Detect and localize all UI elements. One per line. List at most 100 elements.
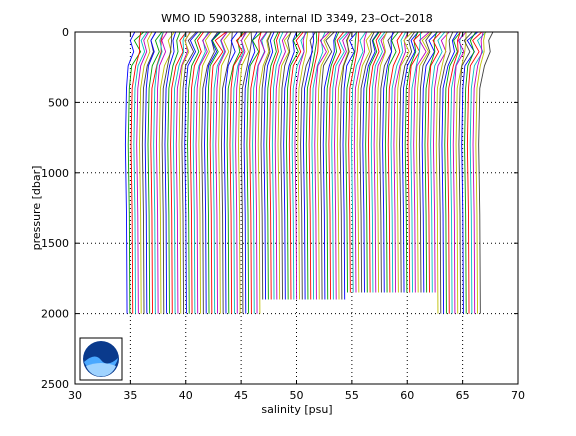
salinity-profile-line — [124, 31, 136, 314]
salinity-profile-line — [263, 31, 275, 300]
salinity-profile-line — [198, 31, 213, 314]
x-tick-label: 30 — [68, 389, 82, 402]
x-tick-label: 60 — [400, 389, 414, 402]
salinity-profile-line — [348, 31, 359, 293]
salinity-profile-line — [322, 31, 338, 300]
y-tick-label: 500 — [48, 96, 69, 109]
salinity-profile-line — [189, 31, 205, 314]
salinity-profile-line — [181, 31, 197, 314]
salinity-profile-line — [218, 31, 232, 314]
salinity-profile-line — [421, 31, 438, 293]
salinity-profile-line — [351, 31, 367, 293]
salinity-profile-line — [195, 31, 211, 314]
salinity-profile-line — [136, 31, 149, 314]
x-tick-label: 50 — [290, 389, 304, 402]
y-tick-label: 0 — [62, 26, 69, 39]
salinity-profile-line — [396, 31, 413, 293]
salinity-profile-line — [127, 31, 145, 314]
salinity-profile-line — [469, 31, 487, 314]
salinity-profile-line — [373, 31, 388, 293]
salinity-profile-line — [427, 31, 442, 293]
salinity-profile-line — [336, 31, 352, 300]
salinity-profile-line — [139, 31, 153, 314]
salinity-profile-line — [314, 31, 330, 300]
salinity-profile-line — [156, 31, 168, 314]
salinity-profile-line — [353, 31, 368, 293]
salinity-profile-line — [362, 31, 379, 293]
salinity-profile-line — [441, 31, 459, 314]
salinity-profile-line — [438, 31, 454, 314]
salinity-profile-line — [274, 31, 288, 300]
salinity-profile-line — [209, 31, 227, 314]
x-tick-label: 65 — [456, 389, 470, 402]
salinity-profile-line — [464, 31, 477, 314]
salinity-profile-line — [302, 31, 315, 300]
salinity-profile-line — [328, 31, 345, 300]
salinity-profile-line — [461, 31, 479, 314]
salinity-profile-line — [359, 31, 375, 293]
salinity-profile-line — [435, 31, 448, 314]
y-tick-label: 1500 — [41, 237, 69, 250]
salinity-profile-line — [387, 31, 403, 293]
salinity-profile-line — [430, 31, 446, 293]
salinity-profile-line — [153, 31, 164, 314]
salinity-profile-line — [204, 31, 220, 314]
salinity-profile-line — [161, 31, 173, 314]
salinity-profile-line — [444, 31, 461, 314]
salinity-profile-line — [475, 31, 486, 314]
salinity-profile-line — [294, 31, 306, 300]
salinity-profile-line — [170, 31, 187, 314]
salinity-profile-line — [447, 31, 461, 314]
salinity-profile-line — [249, 31, 262, 314]
x-tick-label: 70 — [511, 389, 525, 402]
salinity-profile-line — [266, 31, 279, 300]
salinity-profile-line — [229, 31, 246, 314]
salinity-profile-line — [235, 31, 247, 314]
salinity-profile-line — [257, 31, 272, 314]
salinity-profile-line — [130, 31, 142, 314]
salinity-profile-line — [418, 31, 433, 293]
salinity-profile-line — [291, 31, 308, 300]
salinity-profile-line — [413, 31, 430, 293]
noaa-logo — [79, 337, 123, 381]
salinity-profile-line — [345, 31, 357, 293]
salinity-profile-line — [252, 31, 268, 314]
salinity-profile-line — [158, 31, 175, 314]
salinity-profile-line — [399, 31, 415, 293]
x-tick-label: 40 — [179, 389, 193, 402]
salinity-profile-line — [277, 31, 292, 300]
salinity-profile-line — [206, 31, 221, 314]
salinity-profile-line — [342, 31, 358, 300]
salinity-profile-line — [376, 31, 388, 293]
salinity-profiles — [124, 31, 494, 314]
salinity-profile-line — [466, 31, 483, 314]
salinity-profile-line — [317, 31, 332, 300]
salinity-profile-line — [297, 31, 309, 300]
salinity-profile-line — [334, 31, 350, 300]
salinity-profile-line — [449, 31, 464, 314]
y-axis: 0 500 1000 1500 2000 2500 — [41, 26, 518, 391]
salinity-profile-line — [416, 31, 432, 293]
y-tick-label: 2000 — [41, 308, 69, 321]
salinity-profile-line — [167, 31, 181, 314]
salinity-profile-line — [401, 31, 419, 293]
salinity-profile-line — [370, 31, 386, 293]
salinity-profile-line — [212, 31, 228, 314]
chart-title: WMO ID 5903288, internal ID 3349, 23–Oct… — [161, 12, 433, 25]
salinity-profile-line — [331, 31, 348, 300]
x-axis: 30 35 40 45 50 55 60 65 70 — [68, 32, 525, 402]
salinity-profile-line — [433, 31, 450, 293]
salinity-profile-line — [226, 31, 244, 314]
salinity-profile-line — [319, 31, 335, 300]
salinity-profile-line — [172, 31, 187, 314]
salinity-profile-line — [215, 31, 228, 314]
salinity-profile-line — [390, 31, 407, 293]
salinity-profile-line — [339, 31, 352, 300]
salinity-profile-line — [407, 31, 423, 293]
salinity-profile-line — [286, 31, 302, 300]
salinity-profile-line — [150, 31, 164, 314]
salinity-profile-line — [144, 31, 157, 314]
salinity-profile-line — [305, 31, 318, 300]
